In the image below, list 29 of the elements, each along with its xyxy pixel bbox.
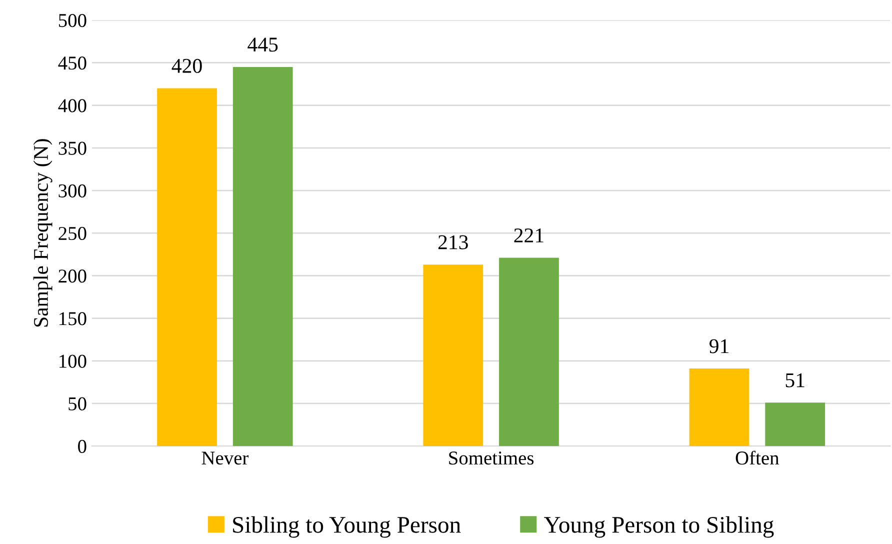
bar bbox=[765, 402, 826, 446]
x-tick-label: Never bbox=[202, 452, 249, 465]
bar bbox=[157, 88, 217, 446]
y-tick-label: 250 bbox=[58, 226, 86, 240]
y-tick-label: 0 bbox=[78, 440, 86, 454]
data-label: 91 bbox=[709, 339, 728, 354]
y-tick-label: 200 bbox=[58, 270, 86, 283]
bar bbox=[689, 368, 750, 446]
data-label: 445 bbox=[248, 38, 278, 52]
data-label: 51 bbox=[786, 373, 804, 388]
y-tick-label: 150 bbox=[60, 312, 86, 326]
bar bbox=[499, 258, 559, 446]
y-axis-title: Sample Frequency (N) bbox=[33, 139, 52, 327]
y-tick-label: 400 bbox=[58, 99, 86, 112]
bar bbox=[423, 264, 484, 446]
legend-label: Sibling to Young Person bbox=[233, 516, 461, 538]
y-tick-label: 300 bbox=[58, 184, 86, 198]
y-tick-label: 350 bbox=[58, 142, 86, 155]
x-tick-label: Sometimes bbox=[449, 452, 534, 465]
legend-label: Young Person to Sibling bbox=[544, 516, 774, 538]
y-tick-label: 450 bbox=[58, 56, 86, 70]
y-tick-label: 100 bbox=[60, 354, 86, 368]
x-tick-label: Often bbox=[736, 450, 779, 465]
bar bbox=[232, 66, 293, 446]
data-label: 213 bbox=[438, 235, 468, 250]
y-tick-label: 500 bbox=[58, 14, 86, 28]
y-tick-label: 50 bbox=[68, 397, 86, 410]
data-label: 420 bbox=[172, 58, 202, 73]
data-label: 221 bbox=[514, 228, 544, 242]
